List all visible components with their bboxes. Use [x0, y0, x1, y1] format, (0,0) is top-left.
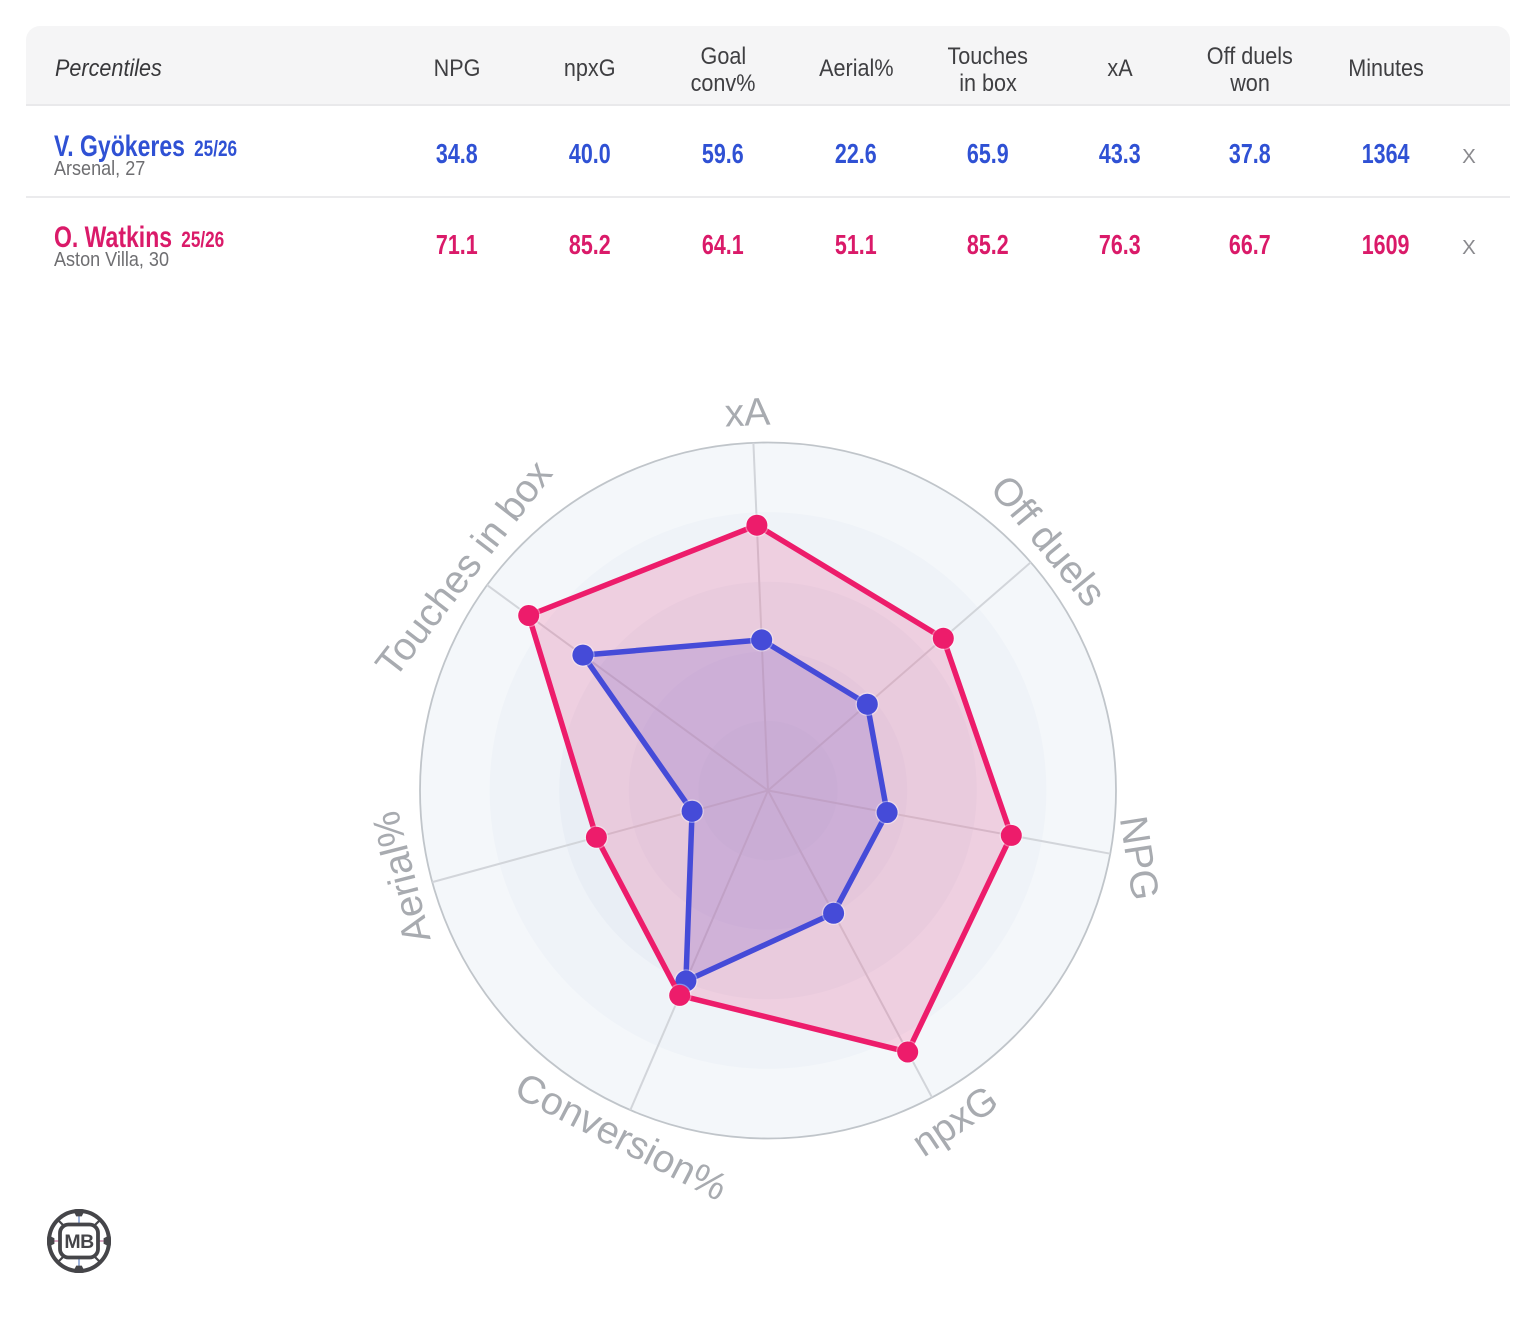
svg-text:NPG: NPG: [1111, 813, 1167, 903]
svg-text:MB: MB: [64, 1231, 94, 1253]
svg-text:xA: xA: [724, 391, 771, 436]
